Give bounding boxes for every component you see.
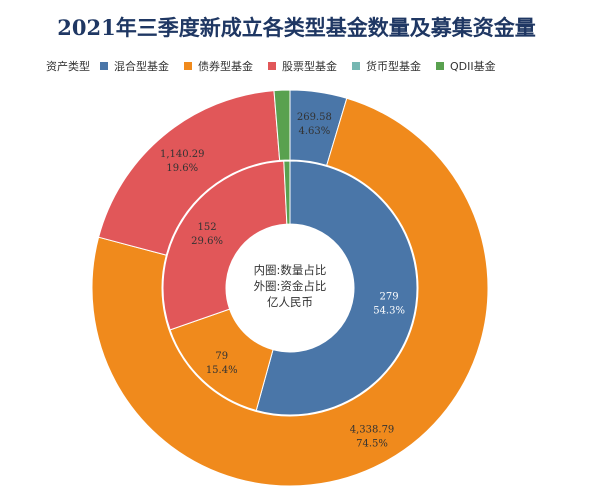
legend-item-stock[interactable]: 股票型基金 xyxy=(268,58,337,74)
legend-swatch xyxy=(184,62,192,70)
outer-ring xyxy=(91,89,489,487)
outer-value-label-bond: 4,338.79 xyxy=(350,425,395,436)
legend-item-bond[interactable]: 债券型基金 xyxy=(184,58,253,74)
legend-swatch xyxy=(268,62,276,70)
inner-percent-label-bond: 15.4% xyxy=(206,365,238,376)
inner-percent-label-stock: 29.6% xyxy=(191,236,223,247)
legend-label: 股票型基金 xyxy=(282,60,337,73)
chart-title: 2021年三季度新成立各类型基金数量及募集资金量 xyxy=(57,15,536,40)
legend-title: 资产类型 xyxy=(46,60,90,73)
center-hole xyxy=(226,224,354,352)
inner-percent-label-mixed: 54.3% xyxy=(373,305,405,316)
outer-slice-qdii[interactable] xyxy=(273,89,291,161)
outer-percent-label-mixed: 4.63% xyxy=(298,126,330,137)
legend-label: 货币型基金 xyxy=(366,60,421,73)
inner-value-label-bond: 79 xyxy=(215,351,228,362)
outer-percent-label-bond: 74.5% xyxy=(356,439,388,450)
inner-value-label-stock: 152 xyxy=(198,222,217,233)
legend-swatch xyxy=(352,62,360,70)
legend: 资产类型 混合型基金 债券型基金 股票型基金 货币型基金 QDII基金 xyxy=(46,58,511,74)
outer-percent-label-stock: 19.6% xyxy=(166,163,198,174)
legend-swatch xyxy=(436,62,444,70)
legend-item-mixed[interactable]: 混合型基金 xyxy=(100,58,169,74)
outer-value-label-stock: 1,140.29 xyxy=(160,149,205,160)
legend-swatch xyxy=(100,62,108,70)
center-text-line: 亿人民币 xyxy=(267,295,313,309)
legend-label: 混合型基金 xyxy=(114,60,169,73)
outer-slice-bond[interactable] xyxy=(91,97,489,487)
legend-item-qdii[interactable]: QDII基金 xyxy=(436,58,496,74)
legend-label: QDII基金 xyxy=(450,60,496,73)
inner-value-label-mixed: 279 xyxy=(380,291,399,302)
center-text-line: 内圈:数量占比 xyxy=(254,263,327,277)
legend-label: 债券型基金 xyxy=(198,60,253,73)
legend-item-money[interactable]: 货币型基金 xyxy=(352,58,421,74)
outer-value-label-mixed: 269.58 xyxy=(297,112,332,123)
center-text-line: 外圈:资金占比 xyxy=(254,279,327,293)
data-labels: 279 54.3% 79 15.4% 152 29.6% 269.58 4.63% 4,338.… xyxy=(160,112,405,450)
